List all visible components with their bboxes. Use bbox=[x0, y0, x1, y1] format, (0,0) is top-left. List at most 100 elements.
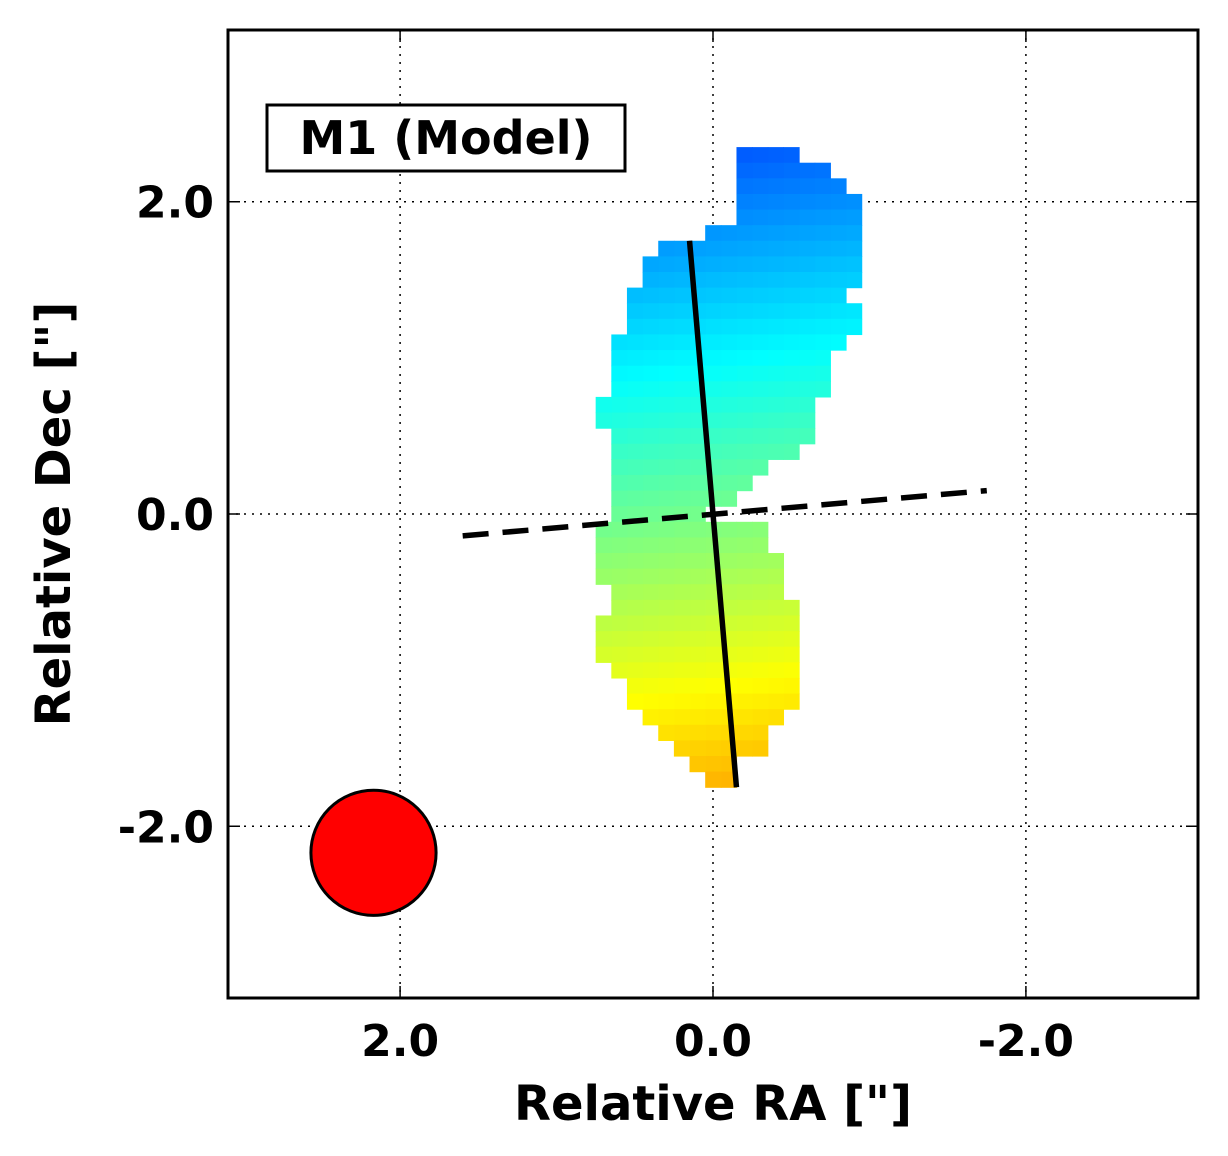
velocity-pixel bbox=[752, 709, 769, 726]
velocity-pixel bbox=[752, 240, 769, 257]
velocity-pixel bbox=[736, 631, 753, 648]
velocity-pixel bbox=[845, 272, 863, 289]
velocity-pixel bbox=[658, 553, 675, 570]
velocity-pixel bbox=[658, 334, 675, 351]
velocity-pixel bbox=[689, 568, 706, 585]
velocity-pixel bbox=[799, 178, 816, 195]
velocity-pixel bbox=[705, 256, 722, 273]
velocity-pixel bbox=[752, 193, 769, 211]
velocity-pixel bbox=[642, 677, 659, 695]
velocity-pixel bbox=[642, 365, 659, 382]
velocity-pixel bbox=[767, 428, 785, 445]
velocity-pixel bbox=[673, 709, 691, 726]
velocity-pixel bbox=[705, 303, 722, 320]
velocity-pixel bbox=[752, 365, 769, 382]
velocity-pixel bbox=[736, 381, 753, 398]
velocity-pixel bbox=[673, 396, 691, 414]
velocity-pixel bbox=[611, 334, 628, 351]
title-box: M1 (Model) bbox=[265, 103, 627, 173]
velocity-pixel bbox=[611, 646, 628, 663]
velocity-pixel bbox=[736, 412, 753, 429]
velocity-pixel bbox=[767, 193, 785, 211]
velocity-pixel bbox=[736, 537, 753, 554]
velocity-pixel bbox=[689, 693, 706, 710]
velocity-pixel bbox=[814, 272, 831, 289]
velocity-pixel bbox=[658, 474, 675, 492]
velocity-pixel bbox=[595, 396, 612, 414]
velocity-pixel bbox=[783, 662, 800, 679]
velocity-pixel bbox=[673, 287, 691, 304]
velocity-pixel bbox=[689, 599, 706, 617]
velocity-pixel bbox=[642, 334, 659, 351]
velocity-pixel bbox=[752, 256, 769, 273]
velocity-pixel bbox=[752, 599, 769, 617]
velocity-pixel bbox=[767, 709, 785, 726]
velocity-pixel bbox=[767, 256, 785, 273]
velocity-pixel bbox=[626, 646, 644, 663]
velocity-pixel bbox=[736, 709, 753, 726]
velocity-pixel bbox=[767, 318, 785, 336]
velocity-pixel bbox=[767, 412, 785, 429]
velocity-pixel bbox=[705, 615, 722, 632]
velocity-pixel bbox=[830, 272, 847, 289]
velocity-pixel bbox=[642, 412, 659, 429]
plot-title: M1 (Model) bbox=[299, 111, 592, 165]
velocity-pixel bbox=[783, 209, 800, 226]
velocity-pixel bbox=[736, 459, 753, 476]
velocity-pixel bbox=[736, 521, 753, 539]
velocity-pixel bbox=[626, 474, 644, 492]
velocity-pixel bbox=[673, 646, 691, 663]
velocity-pixel bbox=[767, 553, 785, 570]
velocity-pixel bbox=[658, 521, 675, 539]
velocity-pixel bbox=[799, 225, 816, 242]
velocity-pixel bbox=[752, 615, 769, 632]
velocity-pixel bbox=[611, 584, 628, 601]
velocity-pixel bbox=[720, 318, 738, 336]
velocity-pixel bbox=[658, 381, 675, 398]
velocity-pixel bbox=[595, 553, 612, 570]
velocity-pixel bbox=[705, 225, 722, 242]
velocity-pixel bbox=[658, 709, 675, 726]
velocity-pixel bbox=[752, 537, 769, 554]
velocity-pixel bbox=[767, 287, 785, 304]
x-tick-label: 0.0 bbox=[674, 1016, 752, 1067]
velocity-pixel bbox=[720, 381, 738, 398]
velocity-pixel bbox=[736, 396, 753, 414]
velocity-pixel bbox=[658, 615, 675, 632]
velocity-pixel bbox=[673, 428, 691, 445]
velocity-pixel bbox=[720, 428, 738, 445]
velocity-pixel bbox=[658, 490, 675, 507]
velocity-pixel bbox=[673, 272, 691, 289]
velocity-pixel bbox=[626, 521, 644, 539]
velocity-pixel bbox=[626, 537, 644, 554]
velocity-pixel bbox=[752, 521, 769, 539]
velocity-pixel bbox=[752, 318, 769, 336]
velocity-pixel bbox=[626, 365, 644, 382]
velocity-pixels bbox=[595, 147, 863, 788]
velocity-pixel bbox=[626, 428, 644, 445]
velocity-pixel bbox=[611, 396, 628, 414]
velocity-pixel bbox=[626, 584, 644, 601]
velocity-pixel bbox=[814, 225, 831, 242]
velocity-pixel bbox=[689, 474, 706, 492]
velocity-pixel bbox=[705, 381, 722, 398]
velocity-pixel bbox=[673, 740, 691, 757]
velocity-pixel bbox=[752, 693, 769, 710]
velocity-pixel bbox=[689, 646, 706, 663]
velocity-pixel bbox=[595, 631, 612, 648]
velocity-pixel bbox=[814, 318, 831, 336]
velocity-pixel bbox=[642, 381, 659, 398]
velocity-pixel bbox=[658, 459, 675, 476]
velocity-pixel bbox=[705, 599, 722, 617]
velocity-pixel bbox=[626, 412, 644, 429]
velocity-pixel bbox=[736, 240, 753, 257]
velocity-pixel bbox=[736, 474, 753, 492]
velocity-pixel bbox=[611, 428, 628, 445]
velocity-pixel bbox=[814, 178, 831, 195]
velocity-pixel bbox=[845, 225, 863, 242]
velocity-pixel bbox=[814, 334, 831, 351]
velocity-pixel bbox=[626, 553, 644, 570]
velocity-pixel bbox=[642, 537, 659, 554]
velocity-pixel bbox=[689, 240, 706, 257]
velocity-pixel bbox=[783, 677, 800, 695]
